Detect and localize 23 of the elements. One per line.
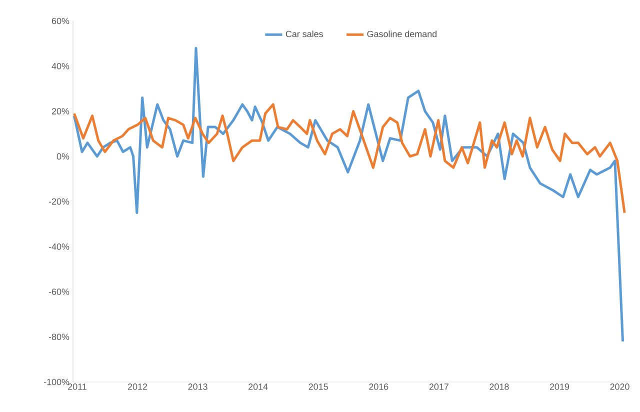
y-tick-label: 0% bbox=[56, 153, 70, 160]
y-tick-label: -80% bbox=[48, 334, 70, 340]
legend-label: Car sales bbox=[286, 30, 323, 38]
x-tick-label: 2011 bbox=[68, 384, 86, 390]
x-tick-label: 2013 bbox=[188, 384, 208, 390]
x-tick-label: 2017 bbox=[429, 384, 448, 390]
y-tick-label: -40% bbox=[48, 243, 70, 250]
y-tick-label: -60% bbox=[48, 288, 70, 295]
x-tick-label: 2020 bbox=[610, 384, 630, 390]
y-tick-label: -20% bbox=[48, 198, 70, 205]
x-tick-label: 2016 bbox=[369, 384, 388, 390]
line-series bbox=[73, 46, 624, 343]
legend-label: Gasoline demand bbox=[367, 30, 436, 38]
x-tick-label: 2014 bbox=[248, 384, 268, 390]
y-tick-label: 20% bbox=[52, 108, 70, 114]
y-tick-label: 40% bbox=[52, 62, 70, 70]
x-tick-label: 2018 bbox=[490, 384, 509, 390]
x-tick-label: 2012 bbox=[128, 384, 148, 390]
line-series bbox=[73, 103, 626, 214]
x-tick-label: 2015 bbox=[308, 384, 328, 390]
y-tick-label: 60% bbox=[52, 18, 70, 24]
x-tick-label: 2019 bbox=[550, 384, 570, 390]
y-tick-label: -100% bbox=[44, 378, 70, 386]
